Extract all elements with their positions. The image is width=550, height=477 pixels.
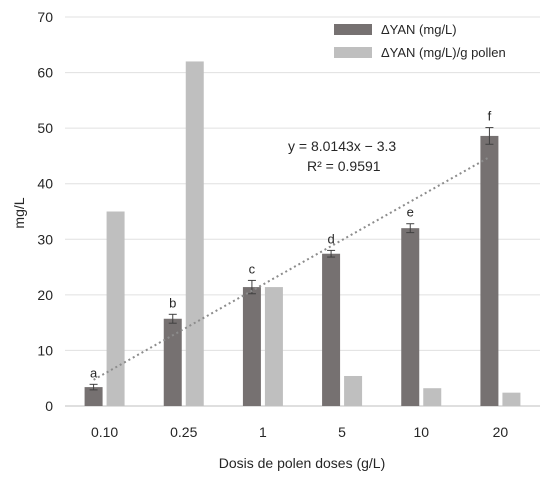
- significance-label: b: [169, 295, 176, 310]
- bar-series-1: [401, 228, 420, 406]
- trendline: [93, 156, 490, 381]
- x-tick-label: 10: [413, 424, 429, 440]
- bar-series-2: [502, 392, 521, 406]
- y-tick-label: 30: [37, 231, 53, 247]
- x-tick-label: 0.25: [170, 424, 197, 440]
- y-tick-label: 0: [45, 398, 53, 414]
- y-tick-label: 10: [37, 342, 53, 358]
- significance-label: f: [488, 109, 492, 124]
- y-tick-label: 40: [37, 176, 53, 192]
- y-tick-label: 60: [37, 65, 53, 81]
- legend-label: ΔYAN (mg/L)/g pollen: [381, 45, 506, 60]
- bar-series-2: [106, 211, 125, 406]
- trendline-equation: y = 8.0143x − 3.3: [288, 138, 396, 154]
- x-axis: 0.10 0.25 1 5 10 20: [91, 424, 508, 440]
- x-tick-label: 5: [338, 424, 346, 440]
- bar-series-1: [322, 253, 341, 406]
- x-tick-label: 20: [493, 424, 509, 440]
- x-axis-title: Dosis de polen doses (g/L): [219, 455, 386, 471]
- x-tick-label: 0.10: [91, 424, 118, 440]
- gridlines: [65, 16, 540, 407]
- bar-series-1: [163, 318, 182, 406]
- y-axis-title: mg/L: [11, 197, 27, 228]
- significance-label: a: [90, 365, 98, 380]
- legend-swatch: [334, 24, 372, 35]
- trendline-r2: R² = 0.9591: [307, 158, 381, 174]
- bar-series-1: [242, 287, 261, 406]
- bar-series-2: [423, 388, 442, 406]
- legend-label: ΔYAN (mg/L): [381, 22, 457, 37]
- legend-swatch: [334, 47, 372, 58]
- y-tick-label: 50: [37, 120, 53, 136]
- bar-series-2: [344, 375, 363, 406]
- significance-label: c: [249, 261, 256, 276]
- significance-label: d: [327, 231, 334, 246]
- bar-series-2: [185, 61, 204, 406]
- legend: ΔYAN (mg/L) ΔYAN (mg/L)/g pollen: [334, 22, 506, 60]
- y-tick-label: 20: [37, 287, 53, 303]
- x-tick-label: 1: [259, 424, 267, 440]
- trendline-group: y = 8.0143x − 3.3 R² = 0.9591: [93, 138, 490, 381]
- significance-label: e: [407, 205, 414, 220]
- y-tick-label: 70: [37, 9, 53, 25]
- bar-series-1: [84, 387, 103, 406]
- bars: a b c d e f: [84, 61, 521, 406]
- bar-series-2: [264, 287, 283, 406]
- y-axis: 0 10 20 30 40 50 60 70: [37, 9, 53, 414]
- bar-series-1: [480, 135, 499, 406]
